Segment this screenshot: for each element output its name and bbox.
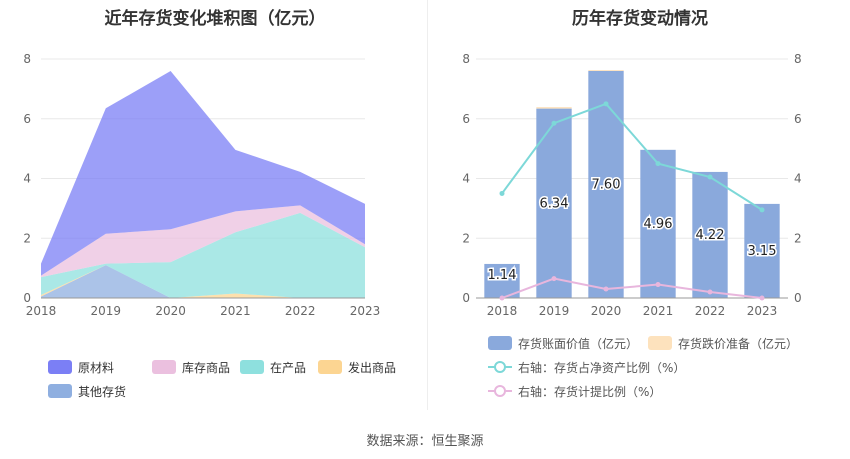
legend-swatch — [48, 360, 72, 374]
legend-label: 存货跌价准备（亿元） — [678, 336, 798, 351]
legend-label: 库存商品 — [182, 360, 230, 375]
x-tick-label: 2020 — [591, 304, 622, 318]
bar-value-label: 4.96 — [644, 217, 673, 232]
line-ratio_provision — [501, 277, 763, 299]
x-tick-label: 2018 — [487, 304, 518, 318]
legend-swatch — [48, 384, 72, 398]
x-tick-label: 2021 — [643, 304, 674, 318]
line-point — [551, 120, 557, 126]
right-chart-title: 历年存货变动情况 — [572, 9, 708, 29]
area-stock — [41, 205, 365, 278]
legend-label: 原材料 — [78, 361, 114, 375]
line-point — [707, 174, 713, 180]
legend-marker — [494, 385, 506, 397]
x-tick-label: 2022 — [285, 304, 316, 318]
area-other — [41, 265, 365, 298]
y2-tick-label: 4 — [794, 172, 802, 186]
y2-tick-label: 8 — [794, 52, 802, 66]
legend-marker — [494, 361, 506, 373]
area-wip — [41, 212, 365, 298]
line-point — [551, 276, 557, 282]
legend-label: 发出商品 — [348, 360, 396, 375]
line-point — [499, 190, 505, 196]
y-tick-label: 2 — [23, 231, 31, 245]
y-tick-label: 4 — [462, 172, 470, 186]
legend-label: 右轴：存货占净资产比例（%） — [518, 360, 685, 375]
left-chart-title: 近年存货变化堆积图（亿元） — [104, 9, 326, 29]
legend-swatch — [488, 336, 512, 350]
x-tick-label: 2022 — [695, 304, 726, 318]
data-source: 数据来源：恒生聚源 — [366, 434, 484, 449]
chart-divider — [427, 0, 428, 410]
bar-book-value — [484, 263, 520, 298]
bar-value-label: 3.15 — [748, 244, 777, 259]
bar-value-label: 1.14 — [488, 268, 517, 283]
y2-tick-label: 6 — [794, 112, 802, 126]
line-point — [499, 295, 505, 301]
x-tick-label: 2023 — [747, 304, 778, 318]
x-tick-label: 2021 — [220, 304, 251, 318]
stacked-area-chart: 0 2 4 6 8 2018 2019 2020 2021 2022 2023 原材料 库存商品 在产品 发… — [23, 52, 396, 399]
line-point — [707, 289, 713, 295]
x-tick-label: 2019 — [91, 304, 122, 318]
legend-swatch — [648, 336, 672, 350]
line-point — [759, 295, 765, 301]
y-tick-label: 6 — [462, 112, 470, 126]
bar-value-label: 4.22 — [696, 228, 725, 243]
bar-provision — [536, 107, 572, 109]
y2-tick-label: 2 — [794, 231, 802, 245]
legend-label: 存货账面价值（亿元） — [518, 336, 638, 351]
bar-book-value — [640, 149, 676, 298]
legend-swatch — [240, 360, 264, 374]
legend-label: 在产品 — [270, 361, 306, 375]
legend-swatch — [318, 360, 342, 374]
bar-value-label: 7.60 — [592, 177, 621, 192]
inventory-bar-line-chart: 0 2 4 6 8 0 2 4 6 8 2018 2019 2020 2021 2022 2023 1.14 6.… — [462, 52, 802, 399]
x-tick-label: 2019 — [539, 304, 570, 318]
line-point — [759, 207, 765, 213]
x-tick-label: 2020 — [155, 304, 186, 318]
bar-book-value — [692, 171, 728, 298]
x-tick-label: 2023 — [350, 304, 381, 318]
y-tick-label: 4 — [23, 172, 31, 186]
x-tick-label: 2018 — [26, 304, 57, 318]
bar-value-label: 6.34 — [540, 196, 569, 211]
line-point — [603, 101, 609, 107]
y-tick-label: 8 — [462, 52, 470, 66]
legend-swatch — [152, 360, 176, 374]
y-tick-label: 0 — [462, 291, 470, 305]
area-raw — [41, 70, 365, 276]
line-ratio_assets — [501, 102, 763, 211]
line-point — [655, 161, 661, 167]
y2-tick-label: 0 — [794, 291, 802, 305]
line-point — [655, 282, 661, 288]
line-point — [603, 286, 609, 292]
bar-book-value — [744, 203, 780, 298]
bar-provision — [588, 70, 624, 71]
legend-label: 右轴：存货计提比例（%） — [518, 384, 661, 399]
y-tick-label: 8 — [23, 52, 31, 66]
legend-label: 其他存货 — [78, 384, 126, 399]
y-tick-label: 6 — [23, 112, 31, 126]
y-tick-label: 2 — [462, 231, 470, 245]
y-tick-label: 0 — [23, 291, 31, 305]
